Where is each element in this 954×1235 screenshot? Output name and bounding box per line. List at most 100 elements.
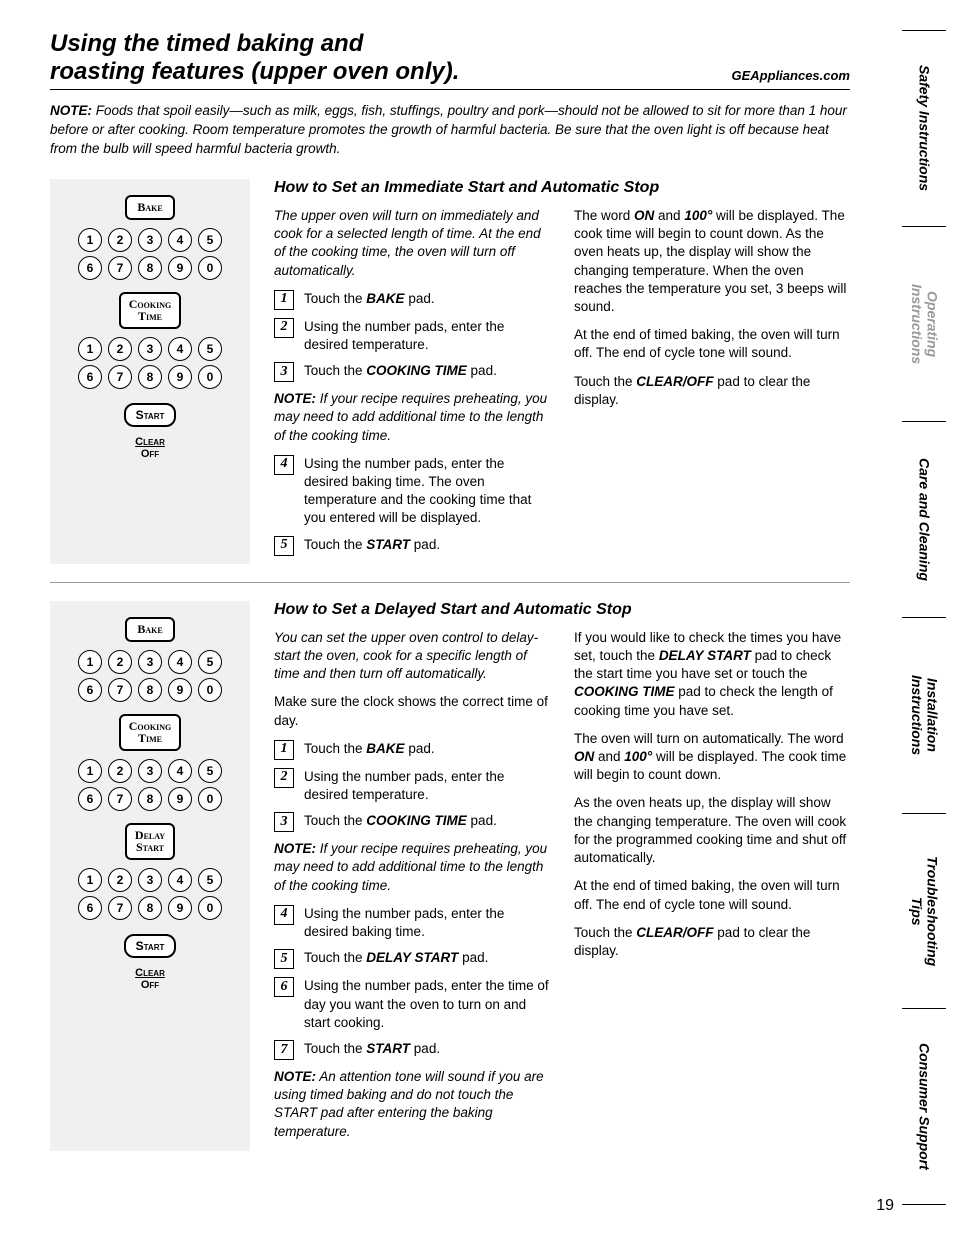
numrow: 67890 bbox=[78, 896, 222, 920]
digit-button-icon: 0 bbox=[198, 787, 222, 811]
digit-button-icon: 9 bbox=[168, 787, 192, 811]
para: At the end of timed baking, the oven wil… bbox=[574, 326, 850, 362]
control-illustration-2: Bake 12345 67890 CookingTime 12345 67890… bbox=[50, 601, 250, 1151]
section-1-intro: The upper oven will turn on immediately … bbox=[274, 207, 550, 280]
section-1-right-col: The word ON and 100° will be displayed. … bbox=[574, 207, 850, 564]
start-pad-icon: Start bbox=[124, 403, 177, 427]
digit-button-icon: 6 bbox=[78, 678, 102, 702]
numpad-icon: 12345 67890 bbox=[78, 759, 222, 811]
cooking-time-pad-icon: CookingTime bbox=[119, 714, 181, 751]
para: Touch the CLEAR/OFF pad to clear the dis… bbox=[574, 924, 850, 960]
bake-pad-icon: Bake bbox=[125, 195, 174, 220]
digit-button-icon: 3 bbox=[138, 650, 162, 674]
digit-button-icon: 4 bbox=[168, 868, 192, 892]
tab-consumer[interactable]: Consumer Support bbox=[902, 1008, 946, 1205]
clear-off-pad-icon: ClearOff bbox=[135, 437, 165, 460]
numpad-icon: 12345 67890 bbox=[78, 650, 222, 702]
section-immediate-start: Bake 12345 67890 CookingTime 12345 67890… bbox=[50, 179, 850, 583]
section-2-right-col: If you would like to check the times you… bbox=[574, 629, 850, 1151]
digit-button-icon: 8 bbox=[138, 365, 162, 389]
digit-button-icon: 5 bbox=[198, 650, 222, 674]
note-text: Foods that spoil easily—such as milk, eg… bbox=[50, 103, 847, 156]
step-number-icon: 2 bbox=[274, 768, 294, 788]
digit-button-icon: 3 bbox=[138, 868, 162, 892]
digit-button-icon: 0 bbox=[198, 896, 222, 920]
step-number-icon: 5 bbox=[274, 536, 294, 556]
step-number-icon: 1 bbox=[274, 740, 294, 760]
digit-button-icon: 7 bbox=[108, 787, 132, 811]
step-number-icon: 5 bbox=[274, 949, 294, 969]
tab-operating[interactable]: Operating Instructions bbox=[902, 226, 946, 422]
digit-button-icon: 0 bbox=[198, 256, 222, 280]
step-6: 6Using the number pads, enter the time o… bbox=[274, 977, 550, 1032]
numrow: 12345 bbox=[78, 337, 222, 361]
numrow: 12345 bbox=[78, 650, 222, 674]
digit-button-icon: 8 bbox=[138, 256, 162, 280]
numrow: 67890 bbox=[78, 365, 222, 389]
numrow: 12345 bbox=[78, 759, 222, 783]
digit-button-icon: 2 bbox=[108, 337, 132, 361]
digit-button-icon: 9 bbox=[168, 678, 192, 702]
digit-button-icon: 4 bbox=[168, 650, 192, 674]
numrow: 67890 bbox=[78, 787, 222, 811]
digit-button-icon: 1 bbox=[78, 337, 102, 361]
pad-label: Clear bbox=[135, 967, 165, 979]
digit-button-icon: 0 bbox=[198, 678, 222, 702]
step-number-icon: 6 bbox=[274, 977, 294, 997]
digit-button-icon: 9 bbox=[168, 365, 192, 389]
digit-button-icon: 4 bbox=[168, 228, 192, 252]
pad-label: Start bbox=[136, 840, 164, 854]
digit-button-icon: 2 bbox=[108, 759, 132, 783]
digit-button-icon: 3 bbox=[138, 759, 162, 783]
para: If you would like to check the times you… bbox=[574, 629, 850, 720]
digit-button-icon: 1 bbox=[78, 868, 102, 892]
step-2: 2Using the number pads, enter the desire… bbox=[274, 318, 550, 354]
digit-button-icon: 3 bbox=[138, 337, 162, 361]
step-number-icon: 4 bbox=[274, 905, 294, 925]
digit-button-icon: 2 bbox=[108, 228, 132, 252]
tab-care[interactable]: Care and Cleaning bbox=[902, 421, 946, 617]
step-number-icon: 1 bbox=[274, 290, 294, 310]
digit-button-icon: 8 bbox=[138, 678, 162, 702]
pad-label: Off bbox=[141, 979, 159, 991]
page-title: Using the timed baking and roasting feat… bbox=[50, 30, 850, 85]
digit-button-icon: 1 bbox=[78, 228, 102, 252]
para: The word ON and 100° will be displayed. … bbox=[574, 207, 850, 316]
numrow: 12345 bbox=[78, 868, 222, 892]
pad-label: Off bbox=[141, 448, 159, 460]
section-1-subnote: NOTE: If your recipe requires preheating… bbox=[274, 390, 550, 445]
step-7: 7Touch the START pad. bbox=[274, 1040, 550, 1060]
digit-button-icon: 6 bbox=[78, 256, 102, 280]
para: As the oven heats up, the display will s… bbox=[574, 794, 850, 867]
digit-button-icon: 8 bbox=[138, 787, 162, 811]
digit-button-icon: 1 bbox=[78, 759, 102, 783]
digit-button-icon: 2 bbox=[108, 650, 132, 674]
pad-label: Time bbox=[138, 309, 162, 323]
site-link[interactable]: GEAppliances.com bbox=[732, 68, 850, 83]
tab-safety[interactable]: Safety Instructions bbox=[902, 30, 946, 226]
control-illustration-1: Bake 12345 67890 CookingTime 12345 67890… bbox=[50, 179, 250, 564]
digit-button-icon: 1 bbox=[78, 650, 102, 674]
step-4: 4Using the number pads, enter the desire… bbox=[274, 455, 550, 528]
section-2-left-col: You can set the upper oven control to de… bbox=[274, 629, 550, 1151]
tab-installation[interactable]: Installation Instructions bbox=[902, 617, 946, 813]
step-2: 2Using the number pads, enter the desire… bbox=[274, 768, 550, 804]
title-line-1: Using the timed baking and bbox=[50, 30, 363, 57]
digit-button-icon: 7 bbox=[108, 256, 132, 280]
pad-label: Time bbox=[138, 731, 162, 745]
step-1: 1Touch the BAKE pad. bbox=[274, 290, 550, 310]
step-4: 4Using the number pads, enter the desire… bbox=[274, 905, 550, 941]
top-note: NOTE: Foods that spoil easily—such as mi… bbox=[50, 102, 850, 159]
side-tabs: Safety Instructions Operating Instructio… bbox=[902, 30, 946, 1205]
numrow: 67890 bbox=[78, 256, 222, 280]
digit-button-icon: 9 bbox=[168, 256, 192, 280]
step-number-icon: 2 bbox=[274, 318, 294, 338]
section-delayed-start: Bake 12345 67890 CookingTime 12345 67890… bbox=[50, 601, 850, 1169]
tab-troubleshooting[interactable]: Troubleshooting Tips bbox=[902, 813, 946, 1009]
section-1-content: How to Set an Immediate Start and Automa… bbox=[274, 179, 850, 564]
para: The oven will turn on automatically. The… bbox=[574, 730, 850, 785]
section-2-subnote-2: NOTE: An attention tone will sound if yo… bbox=[274, 1068, 550, 1141]
page-title-block: Using the timed baking and roasting feat… bbox=[50, 30, 850, 90]
numrow: 67890 bbox=[78, 678, 222, 702]
digit-button-icon: 6 bbox=[78, 787, 102, 811]
